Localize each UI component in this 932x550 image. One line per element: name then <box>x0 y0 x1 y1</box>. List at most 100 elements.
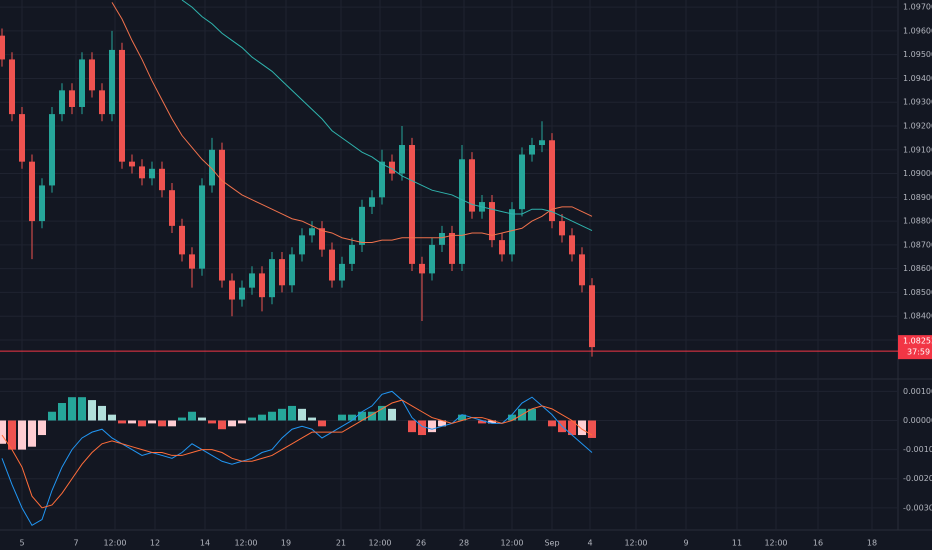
candle-body <box>189 254 195 269</box>
histogram-bar <box>378 405 386 421</box>
y-tick-label: 1.08800 <box>903 217 932 226</box>
y-tick-label: -0.00300 <box>903 503 932 512</box>
moving-average <box>111 2 593 243</box>
candle-body <box>49 114 55 186</box>
histogram-bar <box>408 420 416 433</box>
candle-body <box>119 49 125 162</box>
histogram-bar <box>508 414 516 421</box>
histogram-bar <box>308 417 316 421</box>
x-tick-label: 12:00 <box>368 539 391 548</box>
histogram-bar <box>38 420 46 436</box>
x-tick-label: 16 <box>813 539 823 548</box>
histogram-bar <box>148 420 156 424</box>
y-tick-label: 1.09100 <box>903 145 932 154</box>
x-tick-label: 12:00 <box>103 539 126 548</box>
candle-body <box>429 244 435 274</box>
histogram-bar <box>48 411 56 421</box>
candle-body <box>459 159 465 264</box>
candle-body <box>439 232 445 245</box>
x-tick-label: Sep <box>544 539 559 548</box>
candle-body <box>329 249 335 281</box>
candle-body <box>569 235 575 255</box>
y-tick-label: 1.09700 <box>903 3 932 12</box>
histogram-bar <box>268 411 276 421</box>
histogram-bar <box>78 397 86 421</box>
histogram-bar <box>238 420 246 424</box>
candle-body <box>319 228 325 250</box>
histogram-bar <box>198 417 206 421</box>
macd-line <box>1 390 593 527</box>
y-tick-label: 1.09500 <box>903 50 932 59</box>
y-tick-label: 1.09300 <box>903 98 932 107</box>
x-tick-label: 11 <box>732 539 742 548</box>
x-tick-label: 12 <box>150 539 160 548</box>
candle-body <box>159 168 165 191</box>
x-tick-label: 19 <box>281 539 291 548</box>
candle-body <box>529 145 535 155</box>
candle-body <box>539 140 545 146</box>
candle-body <box>259 273 265 298</box>
last-price-box <box>898 335 932 360</box>
candle-body <box>139 166 145 179</box>
candle-body <box>129 161 135 167</box>
candle-body <box>99 90 105 115</box>
y-tick-label: 1.09200 <box>903 122 932 131</box>
histogram-bar <box>18 420 26 450</box>
candle-body <box>179 225 185 255</box>
histogram-bar <box>88 400 96 421</box>
candle-body <box>549 140 555 222</box>
candle-body <box>419 263 425 274</box>
macd-line <box>1 399 593 509</box>
histogram-bar <box>348 414 356 421</box>
candle-body <box>469 159 475 212</box>
x-tick-label: 12:00 <box>624 539 647 548</box>
candle-body <box>199 185 205 269</box>
candle-body <box>489 202 495 241</box>
y-tick-label: 1.08400 <box>903 312 932 321</box>
histogram-bar <box>568 420 576 436</box>
histogram-bar <box>528 408 536 421</box>
x-tick-label: 5 <box>19 539 24 548</box>
candle-body <box>579 254 585 286</box>
x-tick-label: 14 <box>200 539 210 548</box>
candle-body <box>19 114 25 162</box>
candle-body <box>519 154 525 210</box>
candle-body <box>0 35 6 60</box>
histogram-bar <box>318 420 326 427</box>
histogram-bar <box>68 397 76 421</box>
histogram-bar <box>218 420 226 430</box>
histogram-bar <box>248 417 256 421</box>
candle-body <box>349 244 355 264</box>
candle-body <box>559 221 565 236</box>
histogram-bar <box>158 420 166 427</box>
candle-body <box>509 209 515 255</box>
candle-body <box>169 190 175 226</box>
candle-body <box>279 259 285 286</box>
candle-body <box>399 145 405 174</box>
candle-body <box>239 287 245 300</box>
candle-body <box>409 145 415 264</box>
x-tick-label: 4 <box>587 539 592 548</box>
y-tick-label: 1.08900 <box>903 193 932 202</box>
candle-body <box>9 59 15 115</box>
histogram-bar <box>28 420 36 447</box>
candle-body <box>109 49 115 115</box>
y-tick-label: 1.08500 <box>903 288 932 297</box>
candle-body <box>209 149 215 186</box>
candle-body <box>379 161 385 198</box>
candle-body <box>369 197 375 207</box>
countdown-label: 37:59 <box>907 348 930 357</box>
histogram-bar <box>368 411 376 421</box>
x-tick-label: 12:00 <box>500 539 523 548</box>
candle-body <box>299 235 305 255</box>
histogram-bar <box>548 420 556 427</box>
histogram-bar <box>118 420 126 424</box>
histogram-bar <box>288 405 296 421</box>
histogram-bar <box>578 420 586 436</box>
histogram-bar <box>208 420 216 424</box>
histogram-bar <box>228 420 236 427</box>
x-tick-label: 21 <box>336 539 346 548</box>
candle-body <box>269 259 275 298</box>
